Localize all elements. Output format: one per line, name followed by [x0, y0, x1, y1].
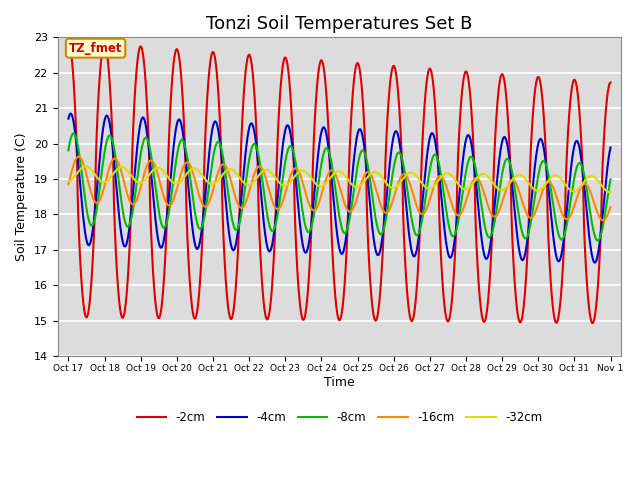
-2cm: [607, 80, 614, 85]
Line: -8cm: -8cm: [68, 133, 611, 240]
-32cm: [492, 183, 499, 189]
-8cm: [65, 147, 72, 153]
-8cm: [591, 233, 598, 239]
-8cm: [328, 165, 336, 170]
-2cm: [328, 240, 336, 245]
-32cm: [591, 175, 599, 180]
-16cm: [75, 154, 83, 159]
-4cm: [328, 183, 336, 189]
-8cm: [607, 176, 614, 182]
-4cm: [607, 144, 614, 150]
-2cm: [591, 312, 599, 317]
-16cm: [92, 200, 100, 206]
-8cm: [591, 234, 599, 240]
Line: -16cm: -16cm: [68, 156, 611, 220]
-32cm: [328, 172, 336, 178]
-2cm: [492, 132, 499, 138]
Legend: -2cm, -4cm, -8cm, -16cm, -32cm: -2cm, -4cm, -8cm, -16cm, -32cm: [132, 407, 547, 429]
Line: -2cm: -2cm: [68, 41, 611, 323]
-32cm: [591, 175, 598, 180]
-2cm: [589, 320, 596, 326]
-8cm: [70, 131, 77, 136]
-2cm: [591, 313, 598, 319]
-8cm: [314, 184, 322, 190]
-4cm: [591, 259, 599, 265]
-16cm: [65, 181, 72, 187]
-8cm: [92, 209, 100, 215]
-32cm: [314, 183, 322, 189]
Text: TZ_fmet: TZ_fmet: [69, 42, 122, 55]
-32cm: [606, 189, 614, 195]
-4cm: [591, 260, 599, 265]
-16cm: [599, 217, 607, 223]
-2cm: [314, 76, 321, 82]
-16cm: [607, 204, 614, 210]
-4cm: [314, 154, 322, 159]
-16cm: [314, 203, 322, 208]
-32cm: [65, 179, 72, 184]
Title: Tonzi Soil Temperatures Set B: Tonzi Soil Temperatures Set B: [206, 15, 473, 33]
-4cm: [65, 116, 72, 121]
-32cm: [92, 174, 100, 180]
-32cm: [82, 163, 90, 169]
-32cm: [607, 189, 614, 195]
Line: -32cm: -32cm: [68, 166, 611, 192]
-16cm: [492, 214, 499, 219]
-16cm: [591, 204, 599, 209]
X-axis label: Time: Time: [324, 375, 355, 388]
-2cm: [65, 38, 72, 44]
Y-axis label: Soil Temperature (C): Soil Temperature (C): [15, 132, 28, 261]
-16cm: [591, 203, 598, 208]
-8cm: [594, 238, 602, 243]
-8cm: [492, 213, 499, 219]
-2cm: [92, 151, 100, 156]
-4cm: [92, 194, 100, 200]
-4cm: [591, 260, 598, 265]
-4cm: [67, 111, 74, 117]
Line: -4cm: -4cm: [68, 114, 611, 263]
-16cm: [328, 168, 336, 173]
-4cm: [492, 193, 499, 199]
